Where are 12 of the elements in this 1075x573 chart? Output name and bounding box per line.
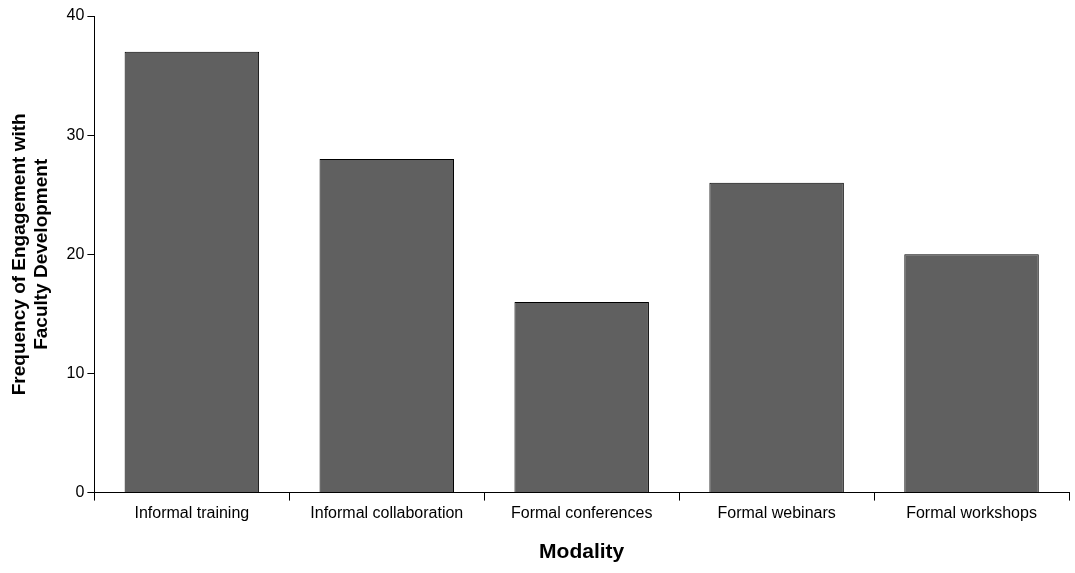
y-tick-label: 40 [66,6,85,24]
x-tick-label: Informal collaboration [310,503,464,521]
y-tick-label: 10 [66,363,85,381]
x-tick-label: Formal conferences [511,503,653,521]
x-tick-label: Formal workshops [906,503,1037,521]
x-tick-label: Formal webinars [717,503,836,521]
x-axis-title: Modality [539,539,625,563]
x-tick-label: Informal training [134,503,250,521]
y-tick-label: 0 [75,483,85,501]
y-tick-label: 20 [66,244,85,262]
y-tick-label: 30 [66,125,85,143]
y-axis-title: Frequency of Engagement with Faculty Development [7,113,52,396]
